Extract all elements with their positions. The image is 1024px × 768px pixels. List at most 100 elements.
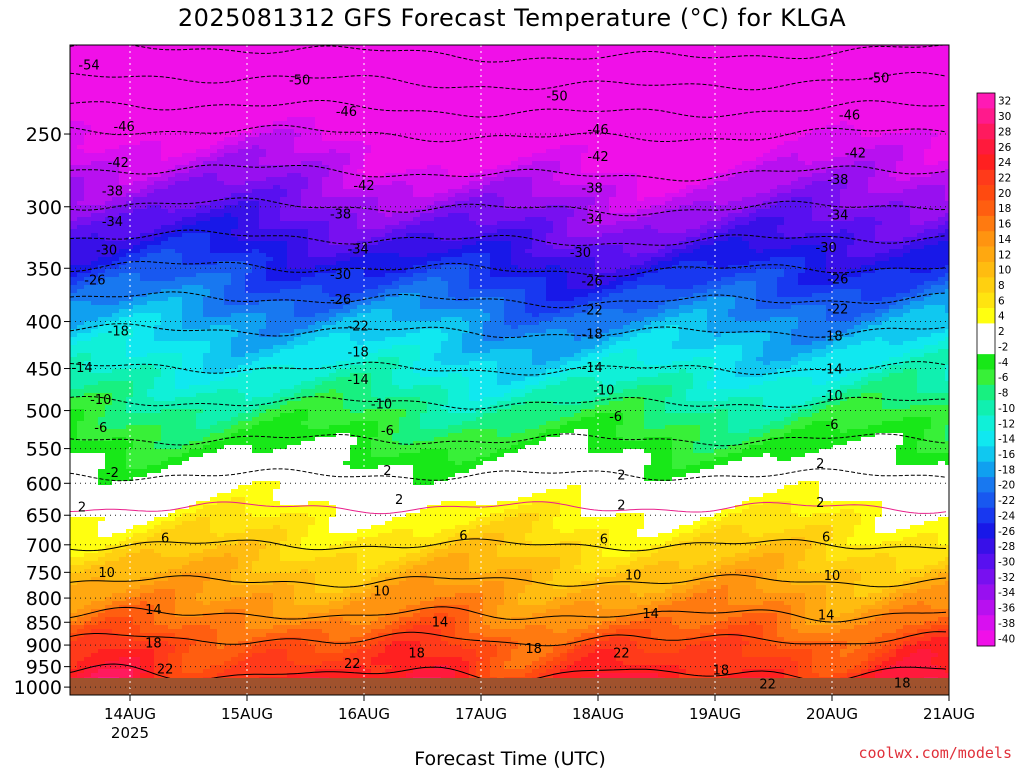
- temperature-cell: [112, 301, 120, 306]
- temperature-cell: [119, 309, 127, 314]
- temperature-cell: [161, 53, 169, 58]
- temperature-cell: [84, 45, 92, 50]
- temperature-cell: [133, 169, 141, 174]
- temperature-cell: [245, 545, 253, 550]
- temperature-cell: [217, 633, 225, 638]
- temperature-cell: [259, 561, 267, 566]
- temperature-cell: [217, 401, 225, 406]
- temperature-cell: [210, 645, 218, 650]
- temperature-cell: [140, 209, 148, 214]
- temperature-cell: [280, 121, 288, 126]
- page-title: 2025081312 GFS Forecast Temperature (°C)…: [0, 4, 1024, 32]
- temperature-cell: [203, 461, 211, 466]
- temperature-cell: [280, 117, 288, 122]
- temperature-cell: [238, 325, 246, 330]
- temperature-cell: [84, 669, 92, 674]
- temperature-cell: [154, 481, 162, 486]
- temperature-cell: [210, 389, 218, 394]
- temperature-cell: [203, 361, 211, 366]
- temperature-cell: [252, 493, 260, 498]
- temperature-cell: [84, 633, 92, 638]
- temperature-cell: [147, 573, 155, 578]
- temperature-cell: [161, 385, 169, 390]
- temperature-cell: [224, 501, 232, 506]
- temperature-cell: [98, 169, 106, 174]
- temperature-cell: [259, 473, 267, 478]
- temperature-cell: [105, 113, 113, 118]
- temperature-cell: [231, 141, 239, 146]
- temperature-cell: [91, 417, 99, 422]
- temperature-cell: [168, 525, 176, 530]
- temperature-cell: [168, 213, 176, 218]
- temperature-cell: [189, 237, 197, 242]
- temperature-cell: [203, 577, 211, 582]
- temperature-cell: [168, 381, 176, 386]
- temperature-cell: [231, 365, 239, 370]
- temperature-cell: [273, 149, 281, 154]
- temperature-cell: [245, 209, 253, 214]
- temperature-cell: [119, 425, 127, 430]
- temperature-cell: [168, 661, 176, 666]
- temperature-cell: [126, 117, 134, 122]
- temperature-cell: [217, 165, 225, 170]
- temperature-cell: [273, 385, 281, 390]
- temperature-cell: [280, 249, 288, 254]
- temperature-cell: [224, 453, 232, 458]
- temperature-cell: [273, 277, 281, 282]
- temperature-cell: [161, 597, 169, 602]
- temperature-cell: [84, 177, 92, 182]
- temperature-cell: [168, 593, 176, 598]
- temperature-cell: [105, 341, 113, 346]
- temperature-cell: [140, 461, 148, 466]
- temperature-cell: [245, 57, 253, 62]
- temperature-cell: [133, 613, 141, 618]
- temperature-cell: [175, 245, 183, 250]
- temperature-cell: [189, 581, 197, 586]
- temperature-cell: [273, 65, 281, 70]
- temperature-cell: [280, 145, 288, 150]
- temperature-cell: [259, 421, 267, 426]
- temperature-cell: [175, 309, 183, 314]
- temperature-cell: [252, 605, 260, 610]
- temperature-cell: [245, 489, 253, 494]
- temperature-cell: [105, 553, 113, 558]
- temperature-cell: [224, 173, 232, 178]
- temperature-cell: [203, 69, 211, 74]
- temperature-cell: [266, 305, 274, 310]
- temperature-cell: [196, 113, 204, 118]
- temperature-cell: [98, 141, 106, 146]
- temperature-cell: [161, 401, 169, 406]
- temperature-cell: [140, 521, 148, 526]
- temperature-cell: [210, 497, 218, 502]
- temperature-cell: [147, 61, 155, 66]
- temperature-cell: [238, 61, 246, 66]
- temperature-cell: [238, 49, 246, 54]
- temperature-cell: [84, 305, 92, 310]
- temperature-cell: [189, 653, 197, 658]
- temperature-cell: [231, 437, 239, 442]
- temperature-cell: [119, 353, 127, 358]
- temperature-cell: [238, 585, 246, 590]
- temperature-cell: [105, 269, 113, 274]
- temperature-cell: [70, 533, 78, 538]
- temperature-cell: [210, 525, 218, 530]
- temperature-cell: [161, 565, 169, 570]
- temperature-cell: [273, 397, 281, 402]
- temperature-cell: [245, 313, 253, 318]
- temperature-cell: [154, 297, 162, 302]
- temperature-cell: [154, 557, 162, 562]
- temperature-cell: [126, 629, 134, 634]
- temperature-cell: [266, 365, 274, 370]
- temperature-cell: [154, 361, 162, 366]
- temperature-cell: [84, 641, 92, 646]
- temperature-cell: [105, 433, 113, 438]
- temperature-cell: [189, 149, 197, 154]
- temperature-cell: [245, 377, 253, 382]
- temperature-cell: [245, 533, 253, 538]
- temperature-cell: [112, 369, 120, 374]
- temperature-cell: [259, 445, 267, 450]
- temperature-cell: [70, 537, 78, 542]
- temperature-cell: [168, 313, 176, 318]
- temperature-cell: [231, 565, 239, 570]
- temperature-cell: [105, 325, 113, 330]
